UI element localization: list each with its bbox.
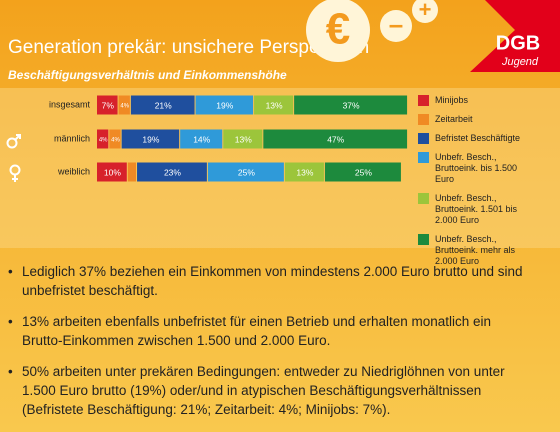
- legend-swatch: [418, 152, 429, 163]
- bar-segment: [121, 129, 180, 149]
- bullet-item: 13% arbeiten ebenfalls unbefristet für e…: [8, 312, 528, 350]
- bullet-list: Lediglich 37% beziehen ein Einkommen von…: [8, 262, 528, 431]
- category-label: insgesamt: [49, 99, 91, 109]
- logo-subtext: Jugend: [501, 56, 539, 68]
- bar-segment: [118, 95, 130, 115]
- male-symbol: [6, 134, 21, 149]
- bar-segment: [294, 95, 408, 115]
- value-label: 25%: [238, 167, 255, 177]
- female-symbol: [9, 164, 21, 182]
- legend-label: Zeitarbeit: [435, 114, 473, 124]
- legend-label: Befristet Beschäftigte: [435, 133, 521, 143]
- euro-icon: €: [326, 5, 350, 54]
- bullet-item: Lediglich 37% beziehen ein Einkommen von…: [8, 262, 528, 300]
- logo-text: DGB: [496, 32, 540, 54]
- bullet-item: 50% arbeiten unter prekären Bedingungen:…: [8, 362, 528, 419]
- legend-label: Unbefr. Besch., Bruttoeink. 1.501 bis 2.…: [435, 193, 518, 225]
- value-label: 4%: [99, 138, 108, 144]
- value-label: 21%: [155, 100, 172, 110]
- legend-swatch: [418, 95, 429, 106]
- legend-label: Unbefr. Besch., Bruttoeink. bis 1.500 Eu…: [435, 152, 518, 184]
- value-label: 10%: [104, 167, 121, 177]
- bar-segment: [97, 162, 127, 182]
- legend-item: Unbefr. Besch., Bruttoeink. mehr als 2.0…: [418, 234, 523, 267]
- bar-segment: [130, 95, 195, 115]
- legend-swatch: [418, 133, 429, 144]
- plus-icon: +: [419, 0, 432, 22]
- plus-bubble: [412, 0, 438, 23]
- chart-title: Generation prekär: unsichere Perspektive…: [8, 37, 369, 58]
- value-label: 13%: [266, 100, 283, 110]
- value-label: 13%: [296, 167, 313, 177]
- value-label: 19%: [142, 134, 159, 144]
- value-label: 4%: [111, 138, 120, 144]
- category-label: männlich: [54, 133, 90, 143]
- bar-segment: [127, 162, 137, 182]
- legend-label: Minijobs: [435, 95, 469, 105]
- legend-item: Befristet Beschäftigte: [418, 133, 523, 144]
- logo-shape: [470, 0, 560, 72]
- legend-item: Unbefr. Besch., Bruttoeink. bis 1.500 Eu…: [418, 152, 523, 185]
- bar-segment: [263, 129, 408, 149]
- value-label: 13%: [235, 134, 252, 144]
- value-label: 14%: [193, 134, 210, 144]
- value-label: 37%: [343, 100, 360, 110]
- value-label: 19%: [216, 100, 233, 110]
- value-label: 4%: [120, 104, 129, 110]
- minus-icon: –: [389, 9, 403, 39]
- legend: Minijobs Zeitarbeit Befristet Beschäftigte…: [418, 95, 558, 275]
- chart-subtitle: Beschäftigungsverhältnis und Einkommensh…: [8, 68, 287, 82]
- bar-segment: [254, 95, 294, 115]
- bar-segment: [223, 129, 263, 149]
- category-label: weiblich: [57, 166, 90, 176]
- legend-item: Minijobs: [418, 95, 523, 106]
- legend-item: Unbefr. Besch., Bruttoeink. 1.501 bis 2.…: [418, 193, 523, 226]
- legend-swatch: [418, 234, 429, 245]
- bar-segment: [207, 162, 284, 182]
- euro-bubble: [306, 0, 370, 62]
- legend-label: Unbefr. Besch., Bruttoeink. mehr als 2.0…: [435, 234, 516, 266]
- bar-segment: [284, 162, 324, 182]
- value-label: 47%: [327, 134, 344, 144]
- bar-segment: [97, 95, 118, 115]
- bar-segment: [195, 95, 254, 115]
- value-label: 25%: [355, 167, 372, 177]
- bar-segment: [180, 129, 223, 149]
- bar-segment: [109, 129, 121, 149]
- minus-bubble: [380, 10, 412, 42]
- legend-item: Zeitarbeit: [418, 114, 523, 125]
- legend-swatch: [418, 114, 429, 125]
- bar-segment: [97, 129, 109, 149]
- value-label: 23%: [164, 167, 181, 177]
- legend-swatch: [418, 193, 429, 204]
- bar-segment: [137, 162, 207, 182]
- value-label: 7%: [102, 100, 115, 110]
- bar-segment: [324, 162, 401, 182]
